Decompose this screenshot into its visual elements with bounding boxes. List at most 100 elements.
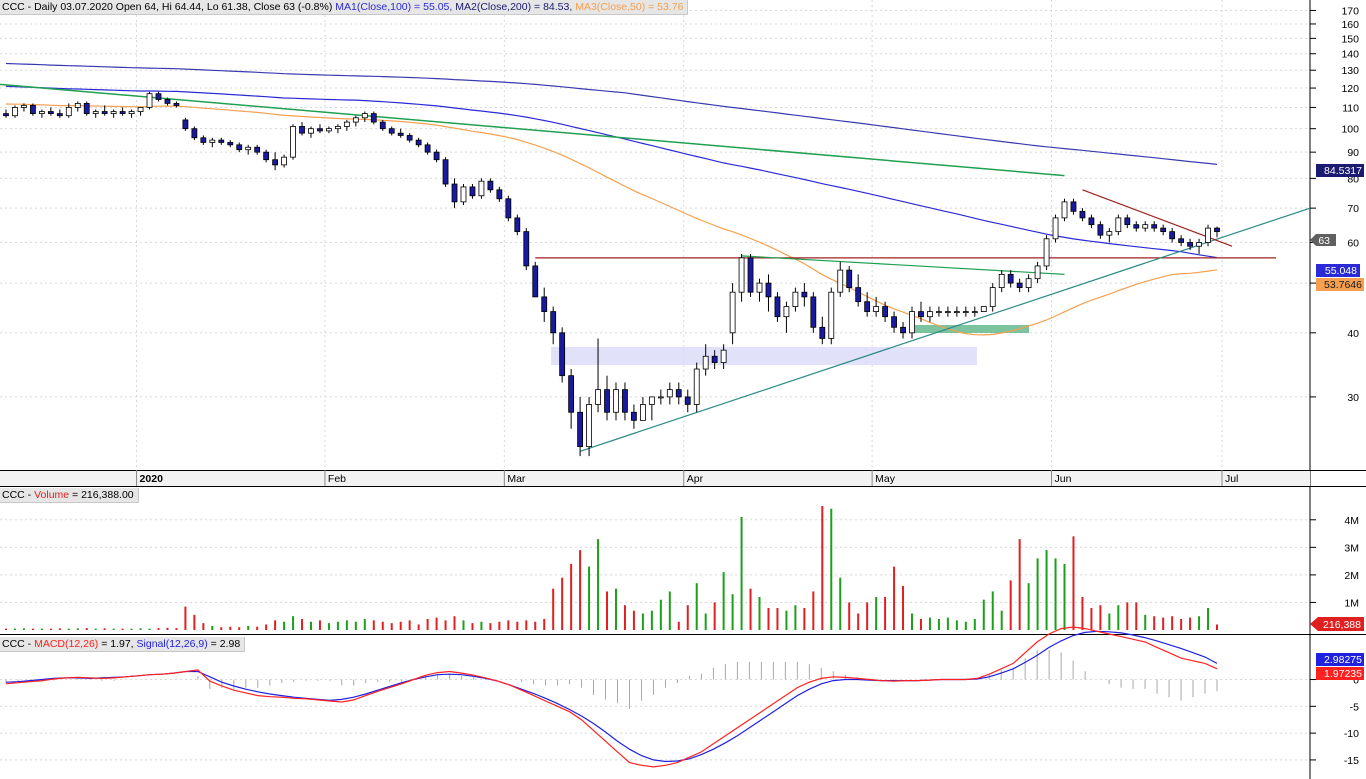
price-tick-label: 150 <box>1341 33 1359 45</box>
candle-body <box>1088 217 1095 226</box>
ma50-tag: 53.7646 <box>1316 278 1364 291</box>
candle-body <box>272 159 279 166</box>
candle-body <box>1205 227 1211 243</box>
candle-body <box>846 269 853 288</box>
candle-body <box>146 93 153 108</box>
candle-body <box>92 111 99 115</box>
candle-body <box>1052 217 1059 240</box>
candle-body <box>326 128 332 132</box>
candle-body <box>711 355 718 363</box>
candle-body <box>415 139 422 146</box>
candle-body <box>828 291 835 339</box>
candle-body <box>236 144 243 151</box>
volume-tag: 216,388 <box>1310 617 1364 631</box>
candle-body <box>1151 224 1158 229</box>
candle-body <box>819 326 826 339</box>
candle-body <box>388 128 395 134</box>
price-tick-label: 170 <box>1341 5 1359 17</box>
candle-body <box>541 296 548 312</box>
ma100-tag: 55.048 <box>1316 264 1360 277</box>
candle-body <box>245 146 252 151</box>
volume-legend-value: = 216,388.00 <box>69 489 134 501</box>
candle-body <box>792 291 799 307</box>
candle-body <box>550 311 557 334</box>
candle-body <box>944 311 951 313</box>
price-tick-label: 140 <box>1341 49 1359 61</box>
candle-body <box>478 180 485 197</box>
price-tick-label: 40 <box>1347 328 1359 340</box>
candle-body <box>263 151 270 161</box>
candle-body <box>137 107 144 112</box>
candle-body <box>1079 210 1086 219</box>
candle-body <box>1142 224 1149 229</box>
candle-body <box>370 113 377 123</box>
candle-body <box>299 126 305 134</box>
ma200-line <box>5 62 1218 165</box>
candle-body <box>1043 238 1050 267</box>
candle-body <box>200 137 207 143</box>
candle-body <box>1133 224 1140 229</box>
price-tick-label: 130 <box>1341 65 1359 77</box>
candle-body <box>218 139 225 143</box>
macd-line <box>5 626 1218 768</box>
signal-tag-text: 2.98275 <box>1324 654 1362 666</box>
candle-body <box>927 311 933 318</box>
candle-body <box>1178 238 1185 243</box>
candle-body <box>855 287 862 303</box>
time-tick-label: Mar <box>507 473 526 485</box>
candle-body <box>639 404 646 421</box>
candle-body <box>998 273 1005 288</box>
candle-body <box>308 128 314 134</box>
candle-body <box>729 291 736 334</box>
candle-body <box>900 326 906 334</box>
macd-legend-name: MACD(12,26) <box>34 638 99 650</box>
candle-body <box>406 135 413 141</box>
candle-body <box>684 396 691 405</box>
candle-body <box>119 111 126 115</box>
candle-body <box>451 183 458 203</box>
support-zone-lavender <box>551 347 977 365</box>
macd-legend: CCC - MACD(12,26) = 1.97, Signal(12,26,9… <box>0 637 246 652</box>
candle-body <box>756 282 763 293</box>
price-panel[interactable] <box>0 0 1310 470</box>
candle-body <box>281 156 287 166</box>
candle-body <box>989 287 996 307</box>
price-axis: 17016015014013012011010090807060504030 <box>1310 5 1359 404</box>
price-legend: CCC - Daily 03.07.2020 Open 64, Hi 64.44… <box>0 0 689 15</box>
macd-tick-label: 0 <box>1353 675 1359 687</box>
macd-tick-label: -10 <box>1344 728 1359 740</box>
candle-body <box>1160 227 1167 233</box>
macd-tag-text: 1.97235 <box>1324 668 1362 680</box>
candle-body <box>1007 273 1014 284</box>
candle-body <box>648 396 655 405</box>
candle-body <box>1124 217 1131 226</box>
close-tag-text: 63 <box>1318 235 1330 247</box>
candle-body <box>191 128 198 139</box>
macd-legend-value: = 1.97, <box>98 638 137 650</box>
candle-body <box>1097 224 1104 236</box>
ma100-line <box>5 85 1218 259</box>
time-tick-label: Apr <box>687 473 704 485</box>
candle-body <box>622 389 628 413</box>
time-axis-strip <box>0 470 1310 486</box>
support-zone-green <box>915 325 1029 333</box>
candle-body <box>980 306 987 312</box>
price-tick-label: 70 <box>1347 203 1359 215</box>
volume-legend: CCC - Volume = 216,388.00 <box>0 488 139 503</box>
candle-body <box>801 291 808 298</box>
candle-body <box>352 117 359 123</box>
macd-plot <box>5 626 1218 768</box>
ma100-tag-text: 55.048 <box>1325 265 1357 277</box>
candle-body <box>523 231 530 267</box>
signal-legend-name: Signal(12,26,9) <box>136 638 208 650</box>
volume-legend-name: Volume <box>34 489 70 501</box>
candle-body <box>155 93 162 100</box>
candle-body <box>3 113 9 117</box>
volume-tick-label: 4M <box>1344 515 1359 527</box>
candle-body <box>317 128 323 132</box>
ma3-legend: MA3(Close,50) = 53.76 <box>575 1 684 13</box>
signal-legend-value: = 2.98 <box>207 638 241 650</box>
price-tick-label: 160 <box>1341 19 1359 31</box>
candle-body <box>1115 217 1122 233</box>
